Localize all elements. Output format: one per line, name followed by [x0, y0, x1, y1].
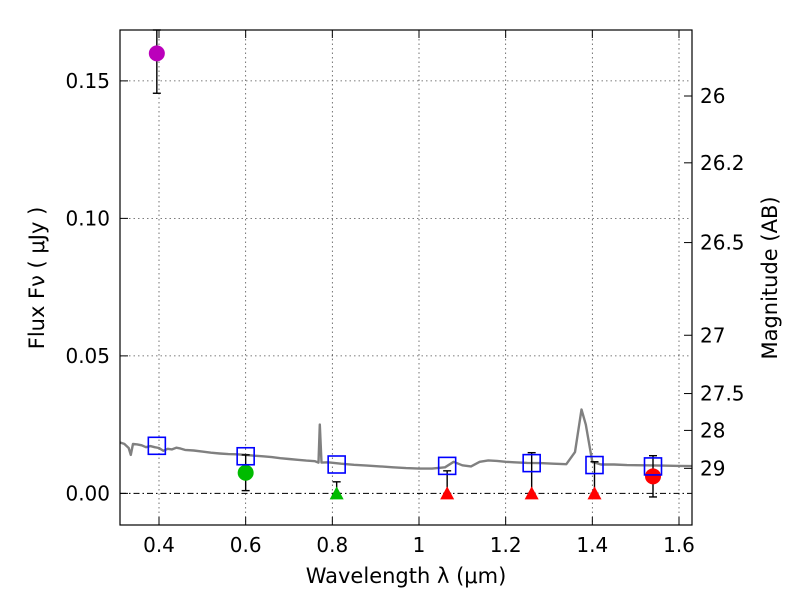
upper-limit-point	[440, 486, 455, 500]
model-photometry-point	[437, 456, 457, 476]
y-tick-label: 0.15	[65, 69, 110, 93]
y-tick-label: 0.00	[65, 481, 110, 505]
tick-layer: 0.4 0.6 0.8 1 1.2 1.4 1.6 0.00 0.05 0.10 0.15 26 26.…	[65, 30, 745, 557]
y2-axis-label: Magnitude (AB)	[758, 196, 782, 359]
model-photometry-point	[327, 455, 346, 474]
y-tick-label: 0.05	[65, 344, 110, 368]
mag-tick-label: 26	[700, 84, 725, 108]
mag-tick-label: 26.5	[700, 231, 745, 255]
spectrum-layer	[119, 408, 693, 470]
model-photometry-point	[643, 457, 663, 476]
detection-point	[148, 45, 165, 62]
x-tick-label: 1	[413, 533, 426, 557]
y-tick-label: 0.10	[65, 206, 110, 230]
upper-limit-point	[329, 486, 344, 500]
x-tick-label: 0.6	[230, 533, 262, 557]
model-photometry-layer	[147, 436, 663, 476]
upper-limit-point	[524, 486, 539, 500]
y-axis-label: Flux Fν ( μJy )	[25, 207, 49, 350]
x-tick-label: 1.4	[576, 533, 608, 557]
model-photometry-point	[522, 453, 541, 473]
model-photometry-point	[585, 455, 604, 475]
mag-tick-label: 26.2	[700, 151, 745, 175]
detection-point	[645, 468, 661, 485]
marker-layer	[148, 45, 661, 500]
model-photometry-point	[236, 446, 255, 466]
model-spectrum-line	[119, 408, 693, 470]
model-photometry-point	[147, 436, 167, 456]
error-bar-layer	[152, 29, 657, 498]
x-axis-label: Wavelength λ (μm)	[306, 564, 507, 588]
plot-frame	[119, 29, 693, 526]
x-tick-label: 1.6	[663, 533, 695, 557]
x-tick-label: 0.8	[316, 533, 348, 557]
mag-tick-label: 29	[700, 456, 725, 480]
mag-tick-label: 27.5	[700, 382, 745, 406]
x-tick-label: 0.4	[143, 533, 175, 557]
mag-tick-label: 27	[700, 323, 725, 347]
x-tick-label: 1.2	[490, 533, 522, 557]
mag-tick-label: 28	[700, 418, 725, 442]
grid-layer	[120, 30, 692, 525]
upper-limit-point	[587, 486, 602, 500]
detection-point	[237, 464, 254, 481]
